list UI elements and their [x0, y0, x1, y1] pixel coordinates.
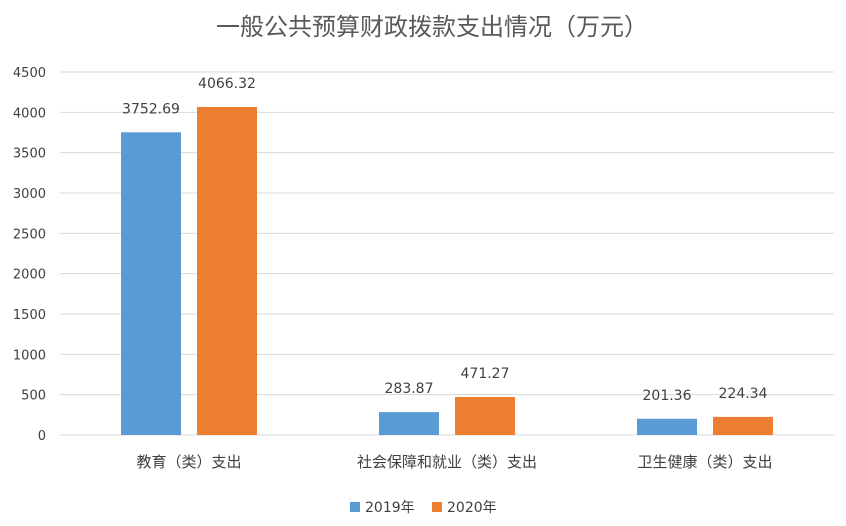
y-tick-label: 4000	[13, 106, 46, 121]
x-category-label: 卫生健康（类）支出	[637, 453, 772, 471]
legend-swatch	[350, 502, 360, 512]
bar-2019年-2	[637, 418, 697, 435]
x-category-label: 社会保障和就业（类）支出	[357, 453, 537, 471]
y-tick-label: 4500	[13, 66, 46, 81]
chart-title: 一般公共预算财政拨款支出情况（万元）	[216, 13, 648, 41]
data-label: 4066.32	[198, 76, 256, 92]
legend-swatch	[432, 502, 442, 512]
y-tick-label: 3500	[13, 147, 46, 162]
x-category-label: 教育（类）支出	[136, 453, 241, 471]
data-labels: 3752.69 4066.32 283.87 471.27 201.36 224.34	[122, 76, 768, 404]
bar-2020年-2	[713, 416, 773, 435]
y-tick-label: 3000	[13, 187, 46, 202]
legend-label: 2019年	[365, 500, 415, 516]
data-label: 471.27	[461, 366, 510, 382]
data-label: 3752.69	[122, 101, 180, 117]
legend-label: 2020年	[447, 500, 497, 516]
bars	[121, 106, 773, 435]
y-tick-label: 1500	[13, 308, 46, 323]
y-tick-label: 2500	[13, 227, 46, 242]
y-tick-label: 2000	[13, 268, 46, 283]
y-axis-ticks: 0 500 1000 1500 2000 2500 3000 3500 4000 4500	[13, 66, 46, 444]
legend: 2019年 2020年	[350, 500, 497, 516]
y-tick-label: 1000	[13, 348, 46, 363]
y-tick-label: 500	[21, 389, 46, 404]
x-axis-categories: 教育（类）支出 社会保障和就业（类）支出 卫生健康（类）支出	[136, 453, 772, 471]
data-label: 283.87	[385, 381, 434, 397]
y-tick-label: 0	[38, 429, 46, 444]
data-label: 224.34	[719, 386, 768, 402]
bar-2020年-0	[197, 106, 257, 435]
gridlines	[60, 71, 834, 436]
bar-2020年-1	[455, 396, 515, 435]
bar-2019年-0	[121, 132, 181, 435]
data-label: 201.36	[643, 388, 692, 404]
bar-2019年-1	[379, 412, 439, 435]
